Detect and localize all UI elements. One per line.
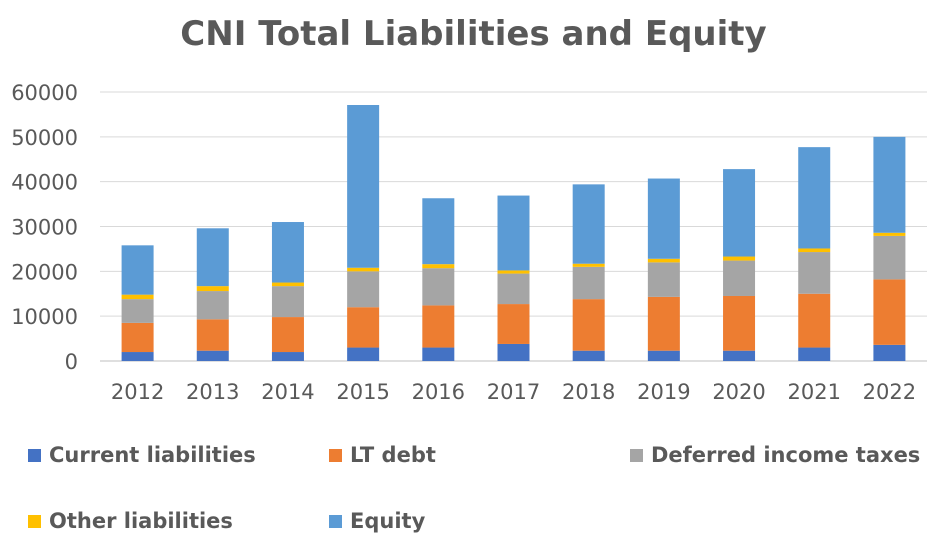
x-tick-label: 2016 bbox=[412, 380, 465, 404]
bar-equity bbox=[271, 222, 304, 283]
bar-equity bbox=[647, 178, 680, 259]
legend-swatch bbox=[28, 448, 41, 462]
legend-item: LT debt bbox=[329, 440, 436, 470]
bar-lt-debt bbox=[647, 296, 680, 351]
legend-label: Other liabilities bbox=[49, 509, 233, 533]
bar-equity bbox=[196, 228, 229, 287]
bar-other-liabilities bbox=[798, 248, 831, 253]
legend-swatch bbox=[630, 448, 643, 462]
y-tick-label: 0 bbox=[65, 350, 78, 374]
bar-current-liabilities bbox=[121, 352, 154, 361]
legend-swatch bbox=[329, 514, 342, 528]
bar-equity bbox=[422, 198, 455, 265]
legend-label: Equity bbox=[350, 509, 426, 533]
bar-equity bbox=[347, 105, 380, 268]
bar-deferred-income-taxes bbox=[121, 299, 154, 323]
y-tick-label: 20000 bbox=[11, 260, 78, 284]
bar-lt-debt bbox=[347, 307, 380, 348]
bar-deferred-income-taxes bbox=[271, 286, 304, 318]
legend-item: Current liabilities bbox=[28, 440, 256, 470]
x-tick-label: 2019 bbox=[637, 380, 690, 404]
bar-other-liabilities bbox=[196, 286, 229, 292]
bar-current-liabilities bbox=[347, 347, 380, 361]
legend-label: Deferred income taxes bbox=[651, 443, 921, 467]
bar-other-liabilities bbox=[647, 258, 680, 263]
bar-other-liabilities bbox=[497, 270, 530, 274]
y-tick-label: 50000 bbox=[11, 126, 78, 150]
bar-equity bbox=[497, 195, 530, 271]
bar-lt-debt bbox=[196, 319, 229, 351]
bar-lt-debt bbox=[723, 295, 756, 351]
bar-current-liabilities bbox=[647, 350, 680, 361]
bar-equity bbox=[572, 184, 605, 264]
bar-deferred-income-taxes bbox=[647, 262, 680, 297]
bar-deferred-income-taxes bbox=[422, 268, 455, 306]
bar-other-liabilities bbox=[873, 232, 906, 236]
y-tick-label: 60000 bbox=[11, 81, 78, 105]
x-tick-label: 2017 bbox=[487, 380, 540, 404]
bar-current-liabilities bbox=[723, 350, 756, 361]
bar-current-liabilities bbox=[798, 347, 831, 361]
x-tick-label: 2022 bbox=[863, 380, 916, 404]
bar-other-liabilities bbox=[347, 267, 380, 272]
bar-deferred-income-taxes bbox=[497, 273, 530, 305]
legend-swatch bbox=[329, 448, 342, 462]
legend-item: Equity bbox=[329, 506, 425, 536]
bar-other-liabilities bbox=[422, 264, 455, 269]
bar-equity bbox=[873, 136, 906, 233]
stacked-bar-chart: 0 10000 20000 30000 40000 50000 60000 2012 2013 2… bbox=[11, 81, 927, 404]
x-tick-label: 2015 bbox=[336, 380, 389, 404]
bar-deferred-income-taxes bbox=[723, 260, 756, 296]
bar-lt-debt bbox=[873, 279, 906, 345]
bar-equity bbox=[723, 169, 756, 257]
y-tick-label: 40000 bbox=[11, 171, 78, 195]
bar-current-liabilities bbox=[422, 347, 455, 361]
bar-current-liabilities bbox=[196, 350, 229, 361]
legend-label: LT debt bbox=[350, 443, 436, 467]
bar-deferred-income-taxes bbox=[196, 291, 229, 320]
bar-lt-debt bbox=[572, 299, 605, 351]
x-tick-label: 2013 bbox=[186, 380, 239, 404]
x-tick-label: 2012 bbox=[111, 380, 164, 404]
bar-other-liabilities bbox=[723, 256, 756, 261]
bar-current-liabilities bbox=[271, 352, 304, 361]
bar-deferred-income-taxes bbox=[572, 266, 605, 300]
bar-lt-debt bbox=[497, 304, 530, 344]
bar-deferred-income-taxes bbox=[798, 252, 831, 294]
legend-swatch bbox=[28, 514, 41, 528]
y-tick-label: 30000 bbox=[11, 216, 78, 240]
x-tick-label: 2020 bbox=[712, 380, 765, 404]
bar-lt-debt bbox=[422, 305, 455, 348]
bar-current-liabilities bbox=[497, 343, 530, 361]
bar-current-liabilities bbox=[572, 350, 605, 361]
legend-label: Current liabilities bbox=[49, 443, 256, 467]
bar-other-liabilities bbox=[572, 263, 605, 267]
chart-title: CNI Total Liabilities and Equity bbox=[180, 14, 767, 54]
x-tick-label: 2018 bbox=[562, 380, 615, 404]
bar-lt-debt bbox=[121, 322, 154, 353]
bar-deferred-income-taxes bbox=[347, 271, 380, 308]
x-tick-label: 2021 bbox=[788, 380, 841, 404]
bar-current-liabilities bbox=[873, 344, 906, 361]
bar-lt-debt bbox=[271, 317, 304, 353]
legend-item: Deferred income taxes bbox=[630, 440, 920, 470]
x-tick-label: 2014 bbox=[261, 380, 314, 404]
bar-equity bbox=[121, 245, 154, 295]
bar-lt-debt bbox=[798, 293, 831, 348]
y-tick-label: 10000 bbox=[11, 305, 78, 329]
bar-deferred-income-taxes bbox=[873, 235, 906, 280]
legend-item: Other liabilities bbox=[28, 506, 233, 536]
bar-equity bbox=[798, 147, 831, 249]
bar-other-liabilities bbox=[271, 282, 304, 287]
bar-other-liabilities bbox=[121, 294, 154, 300]
